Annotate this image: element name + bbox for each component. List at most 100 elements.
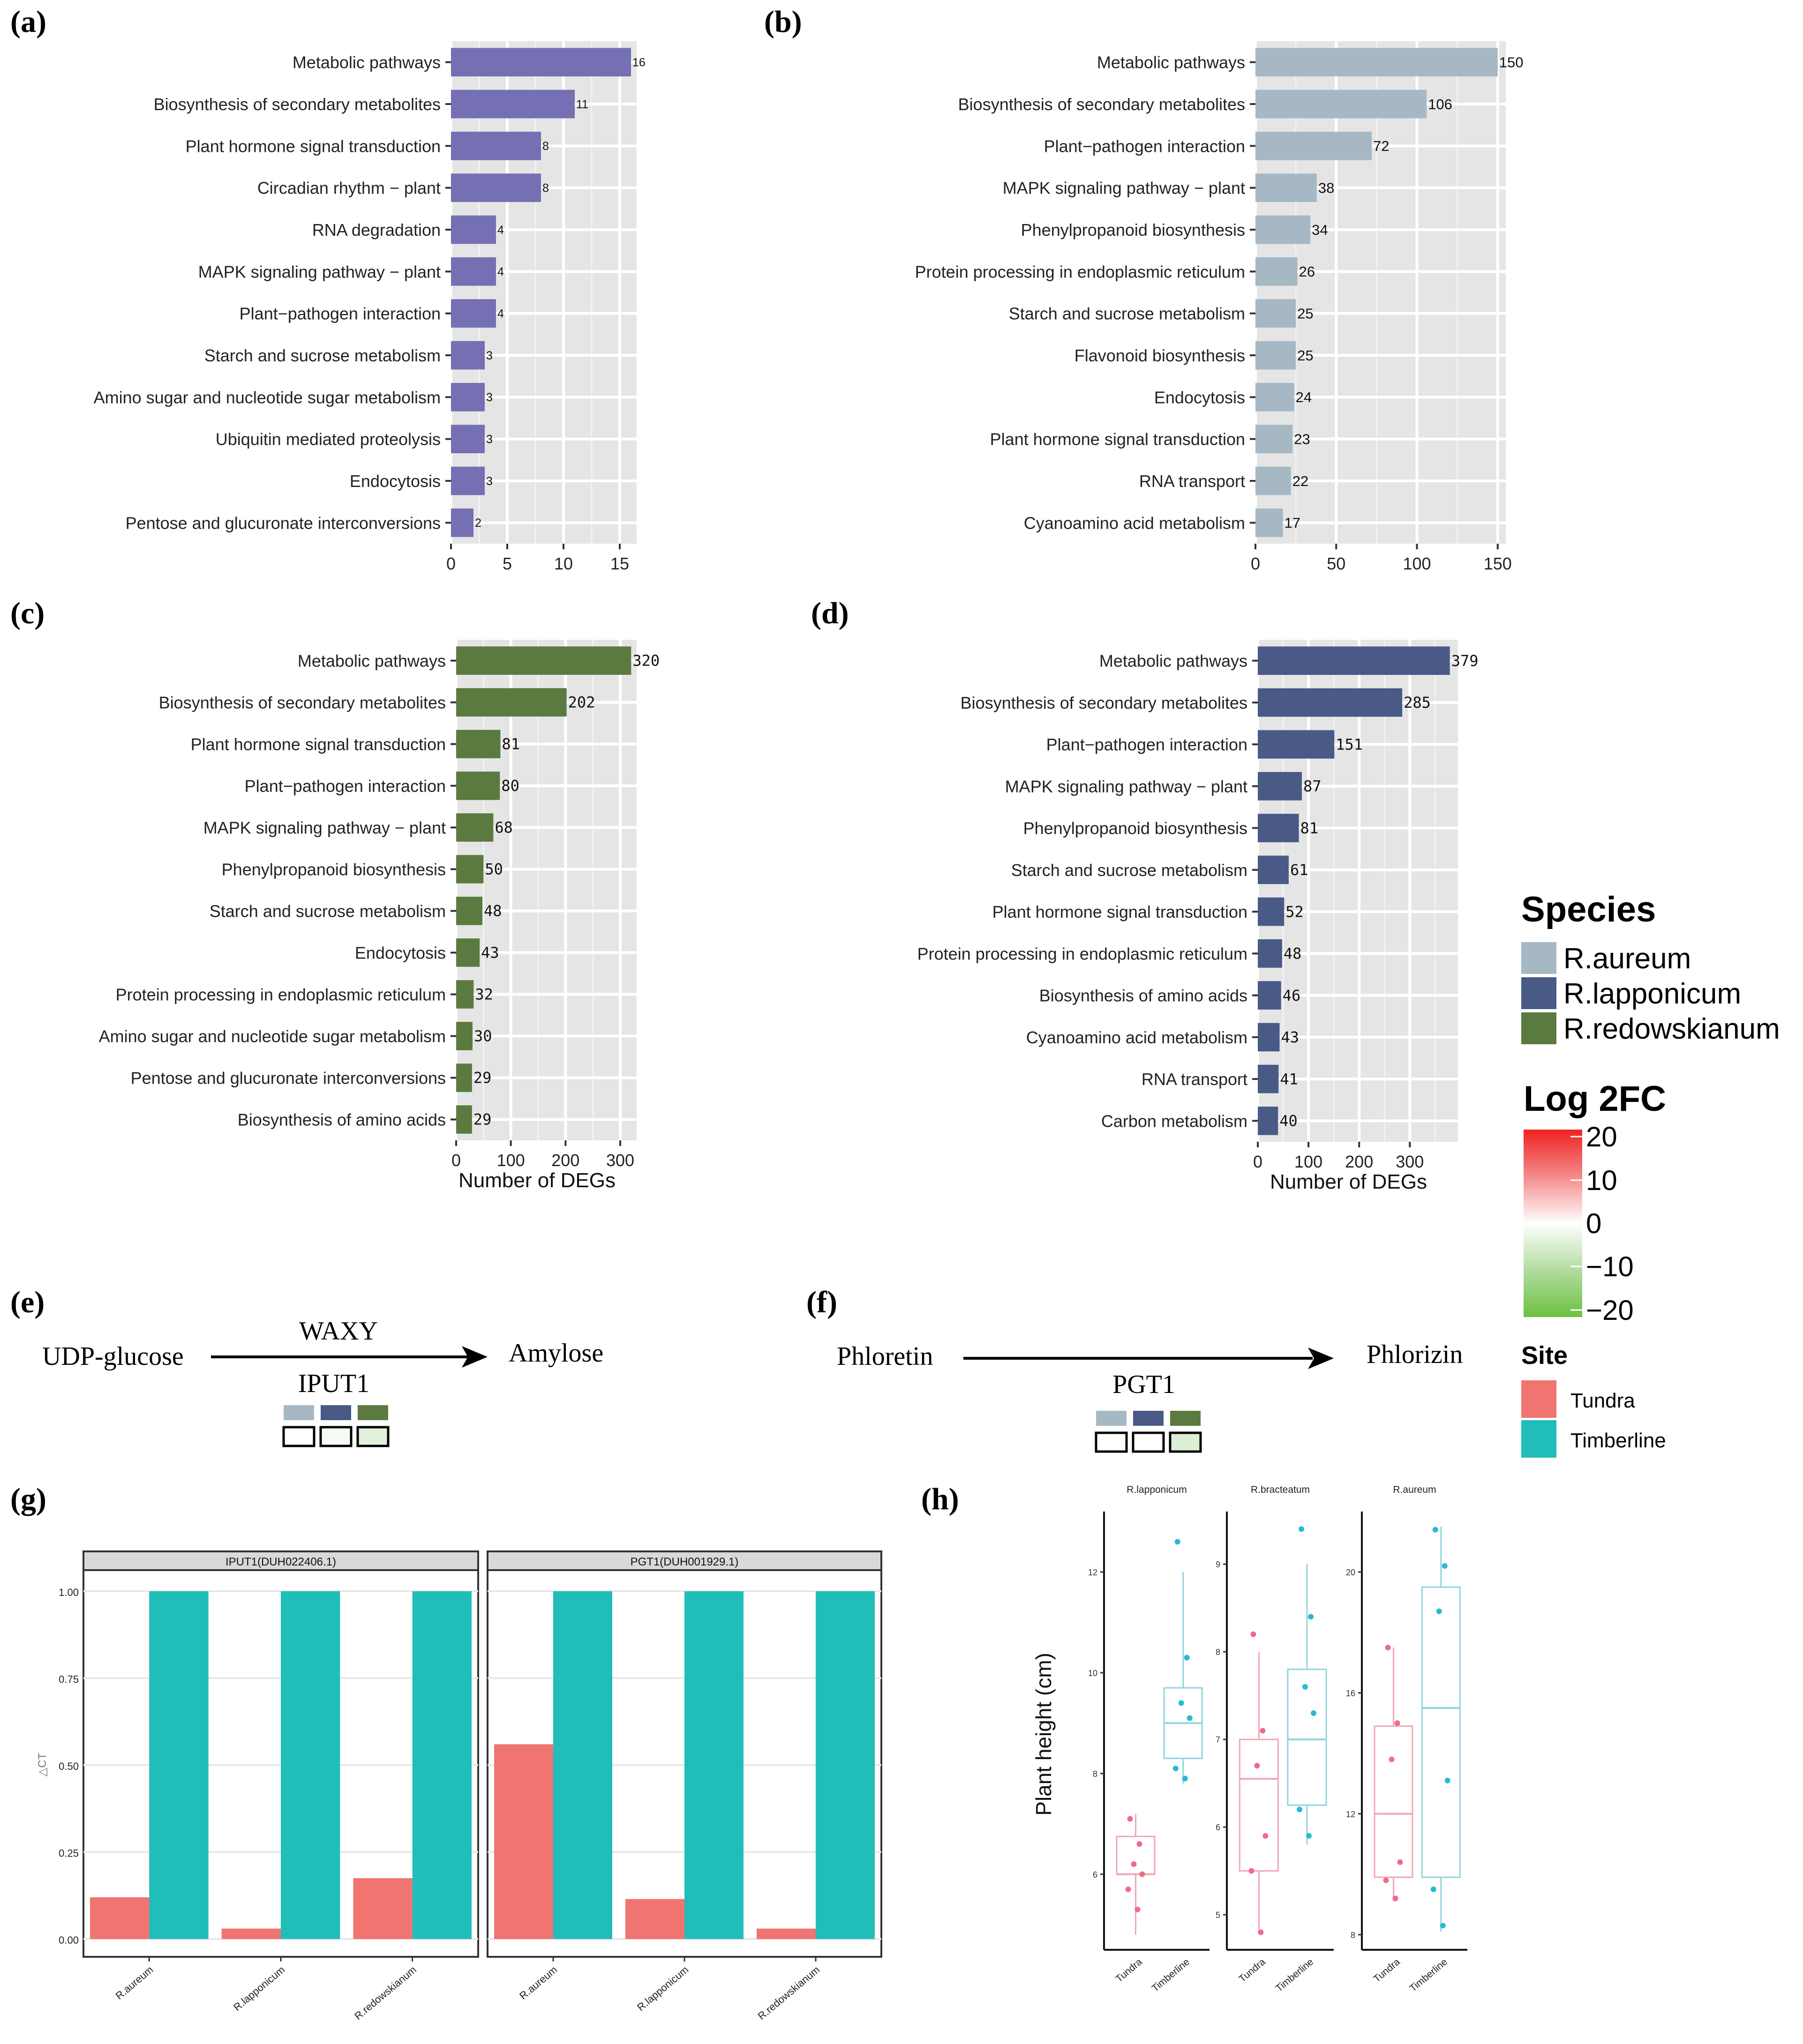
bar-value-label: 4 [497,307,504,320]
bar-value-label: 50 [485,861,503,878]
bar-value-label: 26 [1299,263,1315,280]
data-point [1385,1645,1391,1651]
pathway-f: Phloretin Phlorizin PGT1 [837,1340,1463,1453]
pathway-f-product: Phlorizin [1367,1340,1463,1369]
x-tick-label: R.aureum [113,1964,155,2002]
pathway-f-enzyme-bottom: PGT1 [1112,1370,1175,1399]
y-tick-label: 16 [1346,1689,1355,1698]
category-label: MAPK signaling pathway − plant [198,262,441,281]
category-label: Carbon metabolism [1101,1111,1247,1131]
x-tick-label: 50 [1327,554,1345,573]
box [1239,1738,1279,1872]
category-label: Metabolic pathways [1097,53,1245,72]
data-point [1184,1655,1190,1661]
pathway-e-enzyme-top: WAXY [299,1317,378,1346]
bar-value-label: 68 [495,819,513,837]
category-label: Protein processing in endoplasmic reticu… [917,944,1247,963]
bar [1255,299,1296,328]
bar [1255,131,1372,160]
legend-site-timberline: Timberline [1570,1429,1666,1452]
category-label: Metabolic pathways [293,53,441,72]
bar [451,299,496,328]
y-tick-label: 10 [1088,1669,1097,1678]
heat-header-r-lapponicum [321,1405,351,1420]
legend-species-title: Species [1521,890,1656,929]
data-point [1389,1756,1395,1762]
bar [1258,646,1450,675]
bar [90,1897,150,1939]
bar-value-label: 29 [473,1069,492,1087]
bar [1255,508,1283,537]
x-tick-label: Timberline [1150,1956,1192,1994]
x-tick-label: 300 [606,1151,634,1170]
x-tick-label: 15 [610,554,629,573]
category-label: Plant−pathogen interaction [1044,136,1245,156]
x-tick-label: R.redowskianum [756,1964,822,2022]
category-label: RNA transport [1139,472,1245,491]
colorbar-label-0: 0 [1586,1208,1601,1239]
data-point [1383,1877,1389,1883]
heat-header-r-redowskianum [1170,1411,1201,1426]
box [1374,1725,1413,1878]
panel-label-e: (e) [10,1285,45,1319]
data-point [1258,1929,1264,1935]
bar [456,813,494,842]
x-tick-label: 100 [497,1151,525,1170]
facet-title: IPUT1(DUH022406.1) [225,1556,336,1568]
category-label: Cyanoamino acid metabolism [1026,1028,1247,1047]
bar-value-label: 379 [1451,652,1479,670]
legend-swatch-r-redowskianum [1521,1012,1556,1044]
category-label: Biosynthesis of secondary metabolites [958,95,1245,114]
data-point [1440,1923,1446,1929]
data-point [1134,1907,1141,1913]
panel-label-h: (h) [921,1482,959,1516]
data-point [1254,1763,1260,1769]
bar-value-label: 34 [1312,222,1328,238]
plot-background [1255,41,1506,544]
legend-swatch-r-lapponicum [1521,977,1556,1009]
heat-cell-r-aureum [282,1426,316,1447]
bar-value-label: 38 [1318,180,1334,196]
x-tick-label: 150 [1484,554,1512,573]
bar [451,173,541,202]
data-point [1392,1895,1398,1902]
pathway-f-substrate: Phloretin [837,1342,933,1371]
bar [281,1591,340,1939]
bar-chart-d: 0 100 200 300 379 Metabolic pathways 285 Biosyn… [917,640,1479,1193]
bar-value-label: 11 [576,98,588,111]
bar [451,131,541,160]
bar-value-label: 150 [1499,54,1524,71]
bar [625,1899,684,1939]
bar-value-label: 16 [632,56,646,69]
bar [412,1591,472,1939]
bar [757,1928,816,1939]
data-point [1248,1868,1255,1874]
bar [451,425,485,454]
category-label: Biosynthesis of amino acids [1039,986,1247,1005]
data-point [1297,1806,1302,1812]
category-label: Plant−pathogen interaction [245,777,446,796]
x-tick-label: Timberline [1274,1956,1315,1994]
panel-label-d: (d) [811,596,849,630]
data-point [1172,1766,1179,1772]
box-chart-h: Plant height (cm) R.lapponicum 6 8 10 12 Tundr… [1031,1484,1467,1994]
category-label: Amino sugar and nucleotide sugar metabol… [94,388,441,407]
bar [1258,1107,1278,1135]
category-label: Starch and sucrose metabolism [1009,304,1245,323]
bar [456,897,482,925]
data-point [1125,1887,1131,1893]
category-label: Plant hormone signal transduction [191,735,446,754]
pathway-e-arrowhead [462,1346,488,1368]
category-label: MAPK signaling pathway − plant [1003,179,1245,198]
panel-label-f: (f) [806,1285,837,1319]
x-tick-label: R.lapponicum [231,1964,287,2014]
x-tick-label: Timberline [1408,1956,1450,1994]
bar [1255,382,1294,412]
pathway-e-enzyme-bottom: IPUT1 [298,1369,369,1398]
plot-background [456,640,637,1140]
heat-header-r-aureum [1096,1411,1127,1426]
box [1421,1586,1461,1878]
heat-cell-r-aureum [1095,1431,1128,1453]
x-tick-label: Tundra [1372,1956,1402,1984]
category-label: Phenylpropanoid biosynthesis [1023,819,1247,838]
